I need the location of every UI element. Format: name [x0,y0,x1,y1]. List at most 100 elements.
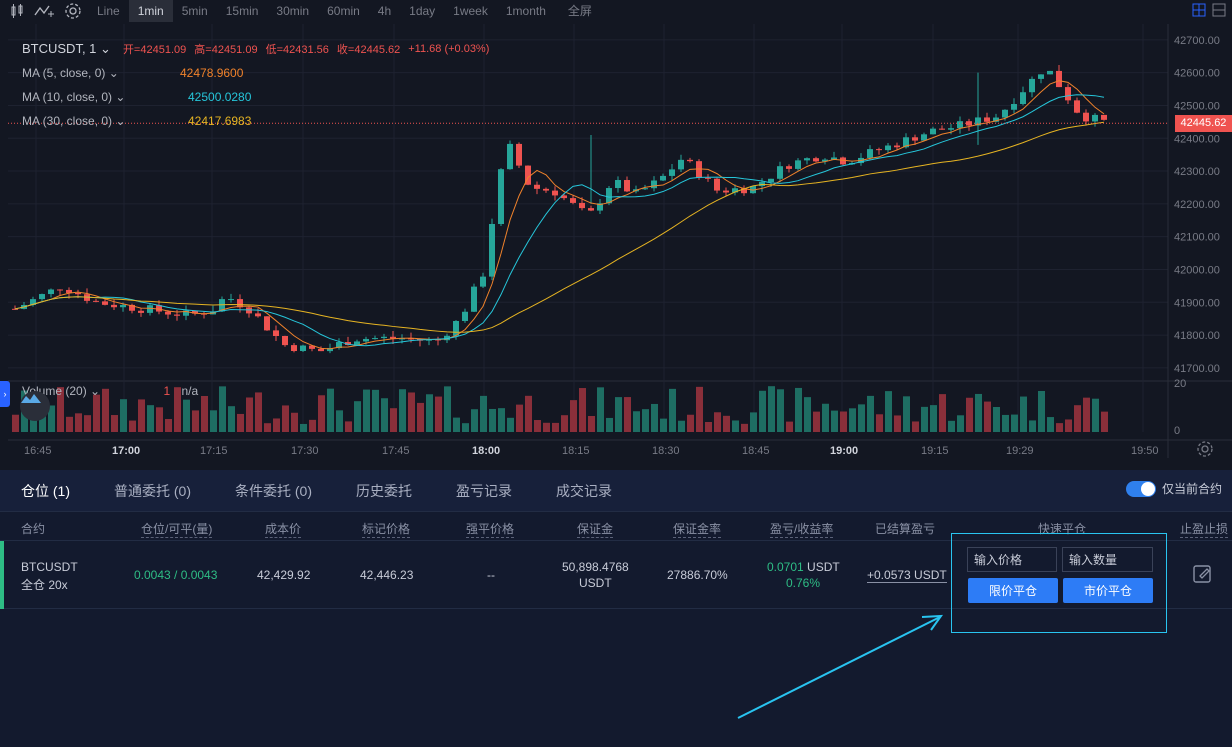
price-tick-label: 42600.00 [1174,68,1220,80]
candle-body [174,314,180,316]
ma30-row[interactable]: MA (30, close, 0) ⌄ 42417.6983 [22,109,497,133]
quick-close-qty-input[interactable] [1062,547,1153,572]
timeframe-4h[interactable]: 4h [377,4,392,18]
volume-bar [921,406,928,432]
candlestick-icon[interactable] [6,0,28,22]
volume-bar [471,409,478,432]
ma10-row[interactable]: MA (10, close, 0) ⌄ 42500.0280 [22,85,497,109]
volume-bar [300,423,307,432]
chevron-down-icon: ⌄ [115,90,126,104]
candle-body [372,338,378,340]
candle-body [255,313,261,317]
volume-bar [246,397,253,432]
row-cost: 42,429.92 [257,568,311,582]
time-tick-label: 18:30 [652,445,680,457]
row-pnl-rate: 0.76% [786,576,821,590]
volume-bar [1056,423,1063,432]
volume-bar [1029,420,1036,432]
symbol-label[interactable]: BTCUSDT, 1 ⌄ [22,41,111,56]
volume-bar [507,417,514,432]
timeframe-1week[interactable]: 1week [453,4,488,18]
tab-order-history[interactable]: 历史委托 [356,482,412,499]
toggle-switch[interactable] [1125,480,1156,497]
quick-close-price-input[interactable] [967,547,1057,572]
candle-body [309,345,315,349]
price-chart[interactable]: 42700.00 42600.00 42500.00 42400.00 42300.00… [0,24,1232,466]
time-tick-label: 18:00 [472,445,500,457]
timeframe-1month[interactable]: 1month [505,4,546,18]
volume-bar [390,408,397,432]
candle-body [642,188,648,190]
timeframe-30min[interactable]: 30min [276,4,310,18]
volume-bar [1074,405,1081,432]
chart-toolbar: Line 1min 5min 15min 30min 60min 4h 1day… [0,0,1232,22]
volume-bar [291,412,298,432]
volume-bar [363,389,370,432]
candle-body [660,175,666,181]
current-contract-toggle[interactable]: 仅当前合约 [1125,480,1222,497]
limit-close-button[interactable]: 限价平仓 [968,578,1058,603]
tab-open-orders[interactable]: 普通委托 (0) [114,482,191,499]
layout-icon[interactable] [1192,3,1206,17]
tab-positions[interactable]: 仓位 (1) [21,482,70,499]
ma5-row[interactable]: MA (5, close, 0) ⌄ 42478.9600 [22,61,497,85]
last-price-label: 42445.62 [1175,115,1232,133]
volume-legend[interactable]: Volume (20) ⌄ 1 n/a [22,384,198,398]
row-mode: 全仓 20x [21,578,68,592]
ohlc-close: 收=42445.62 [336,44,401,56]
candle-body [579,202,585,209]
candle-body [885,145,891,151]
indicators-icon[interactable] [34,0,56,22]
candle-body [597,203,603,211]
tab-pnl-records[interactable]: 盈亏记录 [456,482,512,499]
tab-trade-records[interactable]: 成交记录 [556,482,612,499]
candle-body [1029,78,1035,93]
candle-body [813,158,819,162]
candle-body [192,310,198,314]
candle-body [1002,109,1008,118]
tab-conditional-orders[interactable]: 条件委托 (0) [235,482,312,499]
candle-body [705,177,711,179]
volume-bar [84,415,91,432]
candle-body [264,316,270,331]
candle-body [714,178,720,191]
row-liq: -- [487,568,495,582]
timeframe-60min[interactable]: 60min [327,4,360,18]
market-close-button[interactable]: 市价平仓 [1063,578,1153,603]
volume-bar [228,406,235,432]
candle-body [129,304,135,311]
timeframe-1min[interactable]: 1min [128,0,173,22]
timeframe-1day[interactable]: 1day [409,4,436,18]
candle-body [651,180,657,189]
candle-body [804,158,810,161]
settings-gear-icon[interactable] [62,0,84,22]
timeframe-15min[interactable]: 15min [225,4,259,18]
candle-body [444,335,450,341]
ma5-value: 42478.9600 [180,66,244,80]
candle-body [696,161,702,178]
candle-body [561,195,567,199]
volume-na: n/a [181,384,199,398]
tp-sl-edit-icon[interactable] [1192,562,1214,587]
candle-body [1020,92,1026,105]
timeframe-5min[interactable]: 5min [181,4,208,18]
candle-body [462,311,468,322]
volume-bar [1038,390,1045,432]
row-margin: 50,898.4768 [562,560,629,574]
candle-body [993,117,999,122]
candle-body [147,305,153,313]
row-settled-pnl[interactable]: +0.0573 USDT [867,568,947,583]
chevron-down-icon: ⌄ [115,114,126,128]
volume-bar [489,408,496,432]
grid-icon[interactable] [1212,3,1226,17]
candle-body [588,208,594,211]
volume-bar [957,415,964,432]
fullscreen-button[interactable]: 全屏 [567,4,592,18]
side-panel-toggle[interactable]: › [0,381,10,407]
volume-bar [840,411,847,432]
timeframe-line[interactable]: Line [97,4,120,18]
volume-bar [633,411,640,432]
volume-bar [750,412,757,432]
chart-settings-icon[interactable] [1196,440,1214,458]
volume-bar [642,409,649,432]
